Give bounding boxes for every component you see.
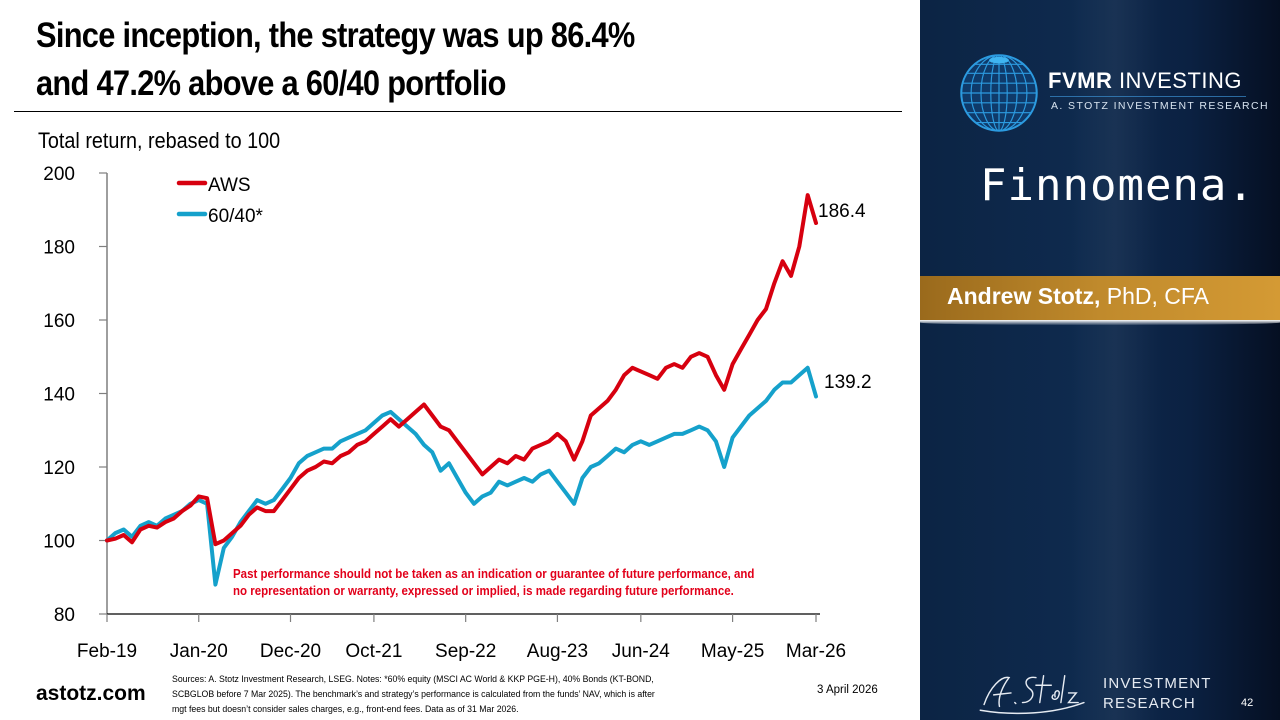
slide-title: Since inception, the strategy was up 86.… [36,12,793,108]
sources-line-3: mgt fees but doesn’t consider sales char… [172,703,519,714]
x-tick-label: Mar-26 [786,641,846,662]
y-tick-label: 120 [43,458,75,479]
y-tick-label: 80 [54,605,75,626]
website-link[interactable]: astotz.com [36,682,146,705]
chart-axes: 80 100 120 140 160 180 200 Feb-19 Jan-20 Dec-20 Oc… [43,164,846,662]
series-line-aws [105,193,818,547]
end-value-label: 186.4 [818,201,866,222]
title-line-1: Since inception, the strategy was up 86.… [36,16,635,55]
sidebar-panel: FVMR INVESTING A. STOTZ INVESTMENT RESEA… [920,0,1280,720]
partner-logo: Finnomena. [980,160,1255,211]
x-tick-label: Aug-23 [527,641,588,662]
wordmark-line-1: INVESTMENT [1103,675,1212,692]
globe-logo-icon [960,54,1038,132]
title-line-2: and 47.2% above a 60/40 portfolio [36,64,506,103]
band-underline [920,320,1280,325]
y-tick-label: 140 [43,385,75,406]
chart-series [105,193,818,587]
slide-date: 3 April 2026 [817,684,878,696]
y-tick-label: 160 [43,311,75,332]
chart-end-labels: 186.4 139.2 [818,201,872,393]
y-tick-label: 180 [43,238,75,259]
y-tick-label: 200 [43,164,75,185]
brand-divider [1050,96,1246,97]
sources-line-2: SCBGLOB before 7 Mar 2025). The benchmar… [172,688,655,699]
sources-note: Sources: A. Stotz Investment Research, L… [172,671,777,716]
line-chart: 80 100 120 140 160 180 200 Feb-19 Jan-20 Dec-20 Oc… [43,164,872,662]
x-tick-label: May-25 [701,641,764,662]
y-tick-label: 100 [43,532,75,553]
sources-line-1: Sources: A. Stotz Investment Research, L… [172,673,654,684]
x-tick-label: Oct-21 [345,641,402,662]
x-tick-label: Dec-20 [260,641,321,662]
presenter-credentials: PhD, CFA [1100,283,1209,309]
disclaimer-line-2: no representation or warranty, expressed… [233,584,734,598]
legend-label: AWS [208,175,251,196]
investment-research-wordmark: INVESTMENT RESEARCH [1103,674,1212,714]
page-number: 42 [1241,697,1254,709]
x-tick-label: Jun-24 [612,641,671,662]
chart-subtitle: Total return, rebased to 100 [38,128,281,153]
presenter-band: Andrew Stotz, PhD, CFA [920,276,1280,320]
brand-name: FVMR INVESTING [1048,68,1242,94]
presenter-name-bold: Andrew Stotz, [947,283,1101,309]
legend-label: 60/40* [208,206,264,227]
x-tick-label: Sep-22 [435,641,496,662]
brand-rest: INVESTING [1112,68,1243,93]
disclaimer-text: Past performance should not be taken as … [233,566,785,600]
brand-bold: FVMR [1048,68,1113,93]
title-divider [14,111,902,112]
brand-tagline: A. STOTZ INVESTMENT RESEARCH [1051,100,1269,112]
signature-logo-icon [979,674,1085,715]
sidebar-sheen [1070,0,1160,720]
end-value-label: 139.2 [824,372,872,393]
x-tick-label: Jan-20 [170,641,228,662]
x-tick-label: Feb-19 [77,641,137,662]
chart-legend: AWS 60/40* [176,175,264,227]
disclaimer-line-1: Past performance should not be taken as … [233,567,755,581]
wordmark-line-2: RESEARCH [1103,695,1196,712]
presenter-name: Andrew Stotz, PhD, CFA [947,283,1209,310]
series-line-60-40 [105,365,818,587]
